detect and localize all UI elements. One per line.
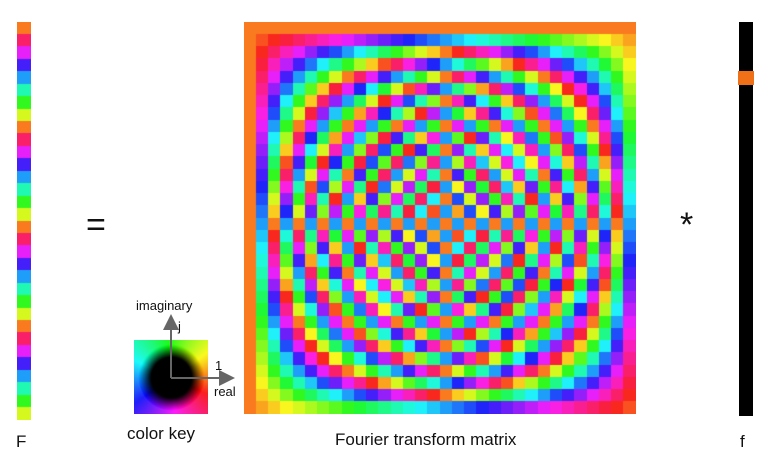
input-vector-f [738, 22, 754, 416]
impulse-marker [738, 71, 754, 85]
color-key-label: color key [127, 424, 196, 443]
imaginary-unit-label: j [177, 319, 181, 334]
multiply-sign: * [680, 206, 694, 244]
real-unit-label: 1 [215, 358, 222, 373]
color-key-axes: imaginary j 1 real [136, 298, 236, 399]
imaginary-axis-label: imaginary [136, 298, 193, 313]
output-vector-label: F [16, 432, 27, 451]
real-axis-label: real [214, 384, 236, 399]
output-vector-F [17, 22, 31, 420]
equals-sign: = [86, 206, 106, 244]
matrix-label: Fourier transform matrix [335, 430, 517, 449]
fourier-matrix [244, 22, 636, 414]
input-vector-label: f [740, 432, 745, 451]
